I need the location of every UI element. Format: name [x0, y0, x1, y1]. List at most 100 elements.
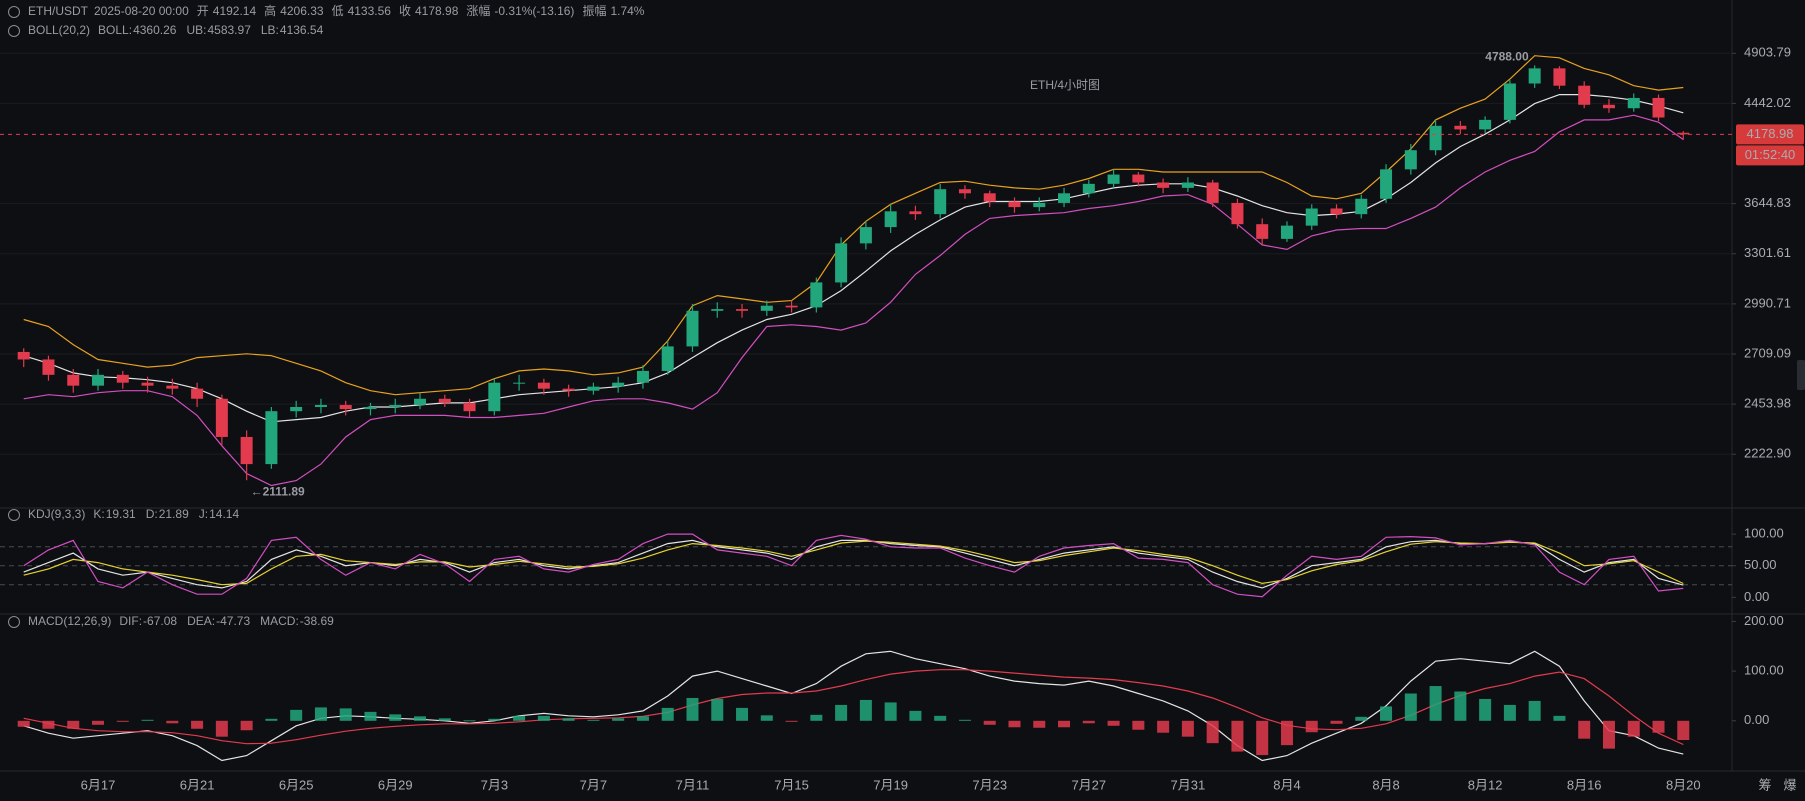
candle-body: [1380, 169, 1393, 199]
candle-body: [587, 386, 600, 391]
candle-body: [1033, 202, 1046, 208]
candle-body: [1107, 174, 1120, 184]
collapse-icon[interactable]: [8, 25, 20, 37]
candle-body: [1578, 85, 1591, 105]
histogram-bar: [1280, 720, 1293, 746]
countdown-tag: [1736, 145, 1804, 166]
x-tick-label: 8月16: [1567, 777, 1602, 792]
header-text: BOLL:: [98, 23, 132, 37]
candle-body: [67, 374, 80, 386]
header-text: 4136.54: [280, 23, 324, 37]
x-tick-label: 8月8: [1372, 777, 1399, 792]
collapse-icon[interactable]: [8, 6, 20, 18]
header-text: MACD(12,26,9): [28, 614, 111, 628]
indicator-line: [23, 539, 1684, 589]
y-tick-label: 0.00: [1744, 712, 1769, 727]
x-tick-label: 7月19: [873, 777, 908, 792]
histogram-bar: [1677, 720, 1690, 741]
candle-body: [835, 243, 848, 283]
collapse-icon[interactable]: [8, 616, 20, 628]
candle-body: [1157, 182, 1170, 188]
header-text: 4133.56: [348, 4, 392, 18]
histogram-bar: [711, 698, 724, 721]
header-text: KDJ(9,3,3): [28, 507, 85, 521]
candle-body: [364, 407, 377, 410]
candle-body: [339, 404, 352, 410]
candle-body: [191, 388, 204, 399]
header-text: BOLL(20,2): [28, 23, 90, 37]
histogram-bar: [1157, 720, 1170, 733]
header-text: 涨幅: [466, 3, 490, 18]
candle-body: [1132, 174, 1145, 183]
histogram-bar: [686, 697, 699, 721]
histogram-bar: [1454, 691, 1467, 721]
candle-body: [612, 382, 625, 387]
header-text: 振幅: [582, 3, 606, 18]
countdown: 01:52:40: [1745, 147, 1796, 162]
histogram-bar: [1602, 720, 1615, 749]
histogram-bar: [1652, 720, 1665, 733]
x-tick-label: 6月21: [180, 777, 215, 792]
candle-body: [1652, 97, 1665, 118]
candle-body: [1454, 125, 1467, 130]
collapse-icon[interactable]: [8, 509, 20, 521]
chart-title: ETH/4小时图: [1030, 78, 1100, 92]
candle-body: [1479, 119, 1492, 130]
histogram-bar: [587, 719, 600, 721]
y-tick-label: 2453.98: [1744, 396, 1791, 411]
histogram-bar: [835, 704, 848, 721]
histogram-bar: [909, 710, 922, 721]
header-text: -0.31%(-13.16): [494, 4, 574, 18]
last-price-tag: [1736, 124, 1804, 145]
histogram-bar: [661, 707, 674, 721]
x-tick-label: 6月29: [378, 777, 413, 792]
candle-body: [42, 359, 55, 375]
header-text: D:: [146, 507, 158, 521]
toolbar-button[interactable]: 筹: [1758, 777, 1771, 792]
candle-body: [1082, 183, 1095, 194]
toolbar-button[interactable]: 爆: [1783, 777, 1796, 792]
candle-body: [513, 382, 526, 384]
candle-body: [290, 407, 303, 412]
y-tick-label: 4442.02: [1744, 95, 1791, 110]
x-tick-label: 7月3: [481, 777, 508, 792]
x-tick-label: 7月31: [1171, 777, 1206, 792]
header-text: 4192.14: [213, 4, 257, 18]
header-text: J:: [199, 507, 208, 521]
candle-body: [141, 382, 154, 386]
y-tick-label: 100.00: [1744, 526, 1784, 541]
header-text: 开: [197, 4, 209, 18]
histogram-bar: [215, 720, 228, 737]
histogram-bar: [364, 711, 377, 721]
x-tick-label: 7月23: [972, 777, 1007, 792]
indicator-line: [23, 650, 1684, 762]
header-text: 低: [332, 4, 344, 18]
candle-body: [958, 189, 971, 194]
histogram-bar: [166, 720, 179, 724]
histogram-bar: [562, 718, 575, 721]
candle-body: [1330, 208, 1343, 215]
candle-body: [909, 211, 922, 215]
candle-body: [736, 309, 749, 311]
candle-body: [265, 411, 278, 465]
y-tick-label: 0.00: [1744, 589, 1769, 604]
header-text: LB:: [261, 23, 279, 37]
candle-body: [1602, 104, 1615, 109]
candle-body: [760, 305, 773, 311]
histogram-bar: [141, 719, 154, 721]
histogram-bar: [859, 699, 872, 721]
histogram-bar: [934, 715, 947, 721]
histogram-bar: [191, 720, 204, 729]
indicator-line: [23, 94, 1684, 423]
header-text: -67.08: [143, 614, 177, 628]
histogram-bar: [736, 707, 749, 721]
side-handle[interactable]: [1797, 360, 1805, 390]
header-text: 高: [264, 3, 276, 18]
candle-body: [1008, 201, 1021, 208]
histogram-bar: [983, 720, 996, 725]
header-text: DIF:: [119, 614, 142, 628]
candle-body: [463, 402, 476, 412]
candle-body: [1503, 83, 1516, 120]
candle-body: [1058, 193, 1071, 203]
candle-body: [1181, 182, 1194, 188]
